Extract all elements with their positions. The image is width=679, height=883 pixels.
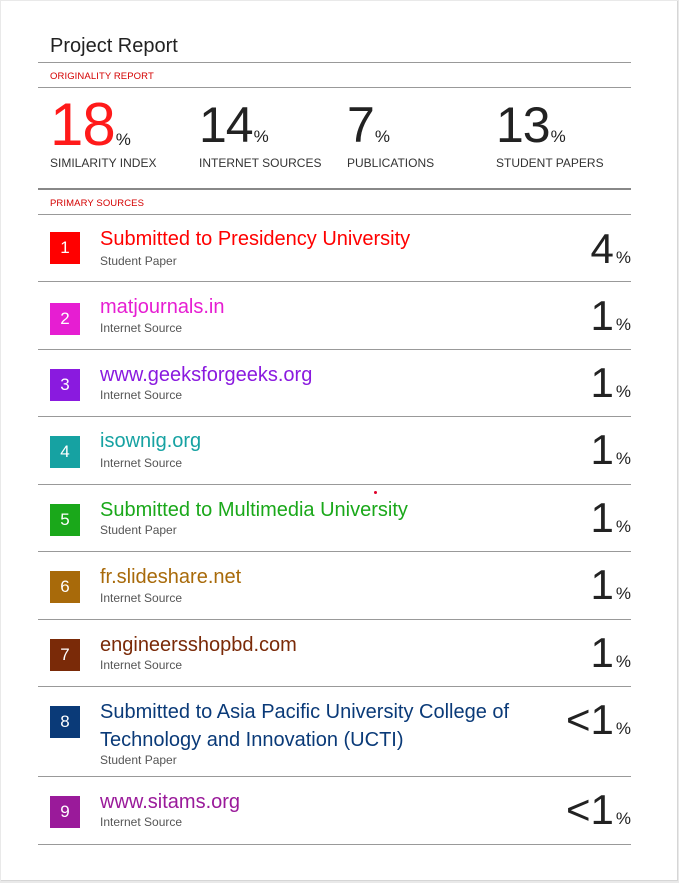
source-type: Internet Source — [100, 321, 183, 335]
similarity-index-unit: % — [115, 130, 131, 149]
report-title: Project Report — [50, 35, 178, 57]
row-divider — [38, 776, 631, 777]
source-title[interactable]: engineersshopbd.com — [100, 634, 297, 656]
row-divider — [38, 686, 631, 687]
source-percentage-value: 1 — [590, 359, 614, 406]
row-divider — [38, 619, 631, 620]
source-type: Student Paper — [100, 254, 177, 268]
source-percentage: <1% — [566, 786, 631, 834]
source-percentage-unit: % — [615, 315, 631, 334]
source-percentage: 1% — [591, 494, 631, 542]
row-divider — [38, 281, 631, 282]
source-percentage-value: 1 — [590, 561, 614, 608]
stray-mark — [374, 491, 377, 494]
publications-value: 7 — [347, 97, 375, 153]
source-percentage-unit: % — [615, 652, 631, 671]
source-percentage-unit: % — [615, 382, 631, 401]
source-title[interactable]: Submitted to Multimedia University — [100, 499, 408, 521]
student-papers-value: 13 — [496, 97, 551, 153]
source-rank-badge: 6 — [50, 571, 80, 603]
originality-report-label: ORIGINALITY REPORT — [50, 71, 154, 82]
source-rank-badge: 3 — [50, 369, 80, 401]
row-divider — [38, 484, 631, 485]
source-rank-badge: 1 — [50, 232, 80, 264]
student-papers-unit: % — [550, 127, 566, 146]
internet-sources-value: 14 — [199, 97, 254, 153]
similarity-index-label: SIMILARITY INDEX — [50, 156, 157, 170]
source-rank-badge: 7 — [50, 639, 80, 671]
source-percentage-unit: % — [615, 517, 631, 536]
source-percentage-value: <1 — [565, 696, 614, 743]
internet-sources-label: INTERNET SOURCES — [199, 156, 322, 170]
source-rank-badge: 5 — [50, 504, 80, 536]
source-percentage-unit: % — [615, 809, 631, 828]
source-percentage: 4% — [591, 225, 631, 273]
source-percentage-value: 1 — [590, 629, 614, 676]
primary-sources-divider — [38, 214, 631, 215]
primary-sources-label: PRIMARY SOURCES — [50, 198, 145, 209]
source-rank-badge: 9 — [50, 796, 80, 828]
publications-unit: % — [374, 127, 390, 146]
source-type: Internet Source — [100, 591, 183, 605]
source-title[interactable]: matjournals.in — [100, 296, 225, 318]
internet-sources-stat: 14% INTERNET SOURCES — [199, 95, 321, 170]
row-divider — [38, 349, 631, 350]
source-type: Internet Source — [100, 388, 183, 402]
source-percentage: 1% — [591, 561, 631, 609]
source-percentage: 1% — [591, 359, 631, 407]
source-type: Internet Source — [100, 456, 183, 470]
source-rank-badge: 8 — [50, 706, 80, 738]
source-title[interactable]: Submitted to Presidency University — [100, 228, 411, 250]
source-percentage-value: 1 — [590, 426, 614, 473]
source-percentage: 1% — [591, 292, 631, 340]
source-percentage: 1% — [591, 629, 631, 677]
source-type: Student Paper — [100, 753, 177, 767]
student-papers-label: STUDENT PAPERS — [496, 156, 604, 170]
source-title[interactable]: isownig.org — [100, 430, 202, 452]
source-type: Student Paper — [100, 523, 177, 537]
source-percentage: 1% — [591, 426, 631, 474]
publications-label: PUBLICATIONS — [347, 156, 435, 170]
source-rank-badge: 2 — [50, 303, 80, 335]
originality-divider — [38, 87, 631, 88]
row-divider — [38, 416, 631, 417]
source-percentage-unit: % — [615, 719, 631, 738]
row-divider — [38, 844, 631, 845]
source-type: Internet Source — [100, 815, 183, 829]
source-percentage-unit: % — [615, 248, 631, 267]
stats-divider — [38, 188, 631, 190]
source-percentage-value: 1 — [590, 292, 614, 339]
source-rank-badge: 4 — [50, 436, 80, 468]
source-title[interactable]: fr.slideshare.net — [100, 566, 242, 588]
title-divider — [38, 62, 631, 63]
source-percentage-value: <1 — [565, 786, 614, 833]
source-type: Internet Source — [100, 658, 183, 672]
source-title[interactable]: www.geeksforgeeks.org — [100, 364, 313, 386]
internet-sources-unit: % — [253, 127, 269, 146]
similarity-index-value: 18 — [50, 91, 116, 158]
source-percentage-value: 4 — [590, 225, 614, 272]
row-divider — [38, 551, 631, 552]
source-percentage: <1% — [566, 696, 631, 744]
student-papers-stat: 13% STUDENT PAPERS — [496, 95, 604, 170]
similarity-index-stat: 18% SIMILARITY INDEX — [50, 95, 156, 171]
source-percentage-unit: % — [615, 449, 631, 468]
source-percentage-unit: % — [615, 584, 631, 603]
source-percentage-value: 1 — [590, 494, 614, 541]
source-title[interactable]: www.sitams.org — [100, 791, 241, 813]
publications-stat: 7% PUBLICATIONS — [347, 95, 434, 170]
source-title[interactable]: Submitted to Asia Pacific University Col… — [100, 701, 510, 751]
